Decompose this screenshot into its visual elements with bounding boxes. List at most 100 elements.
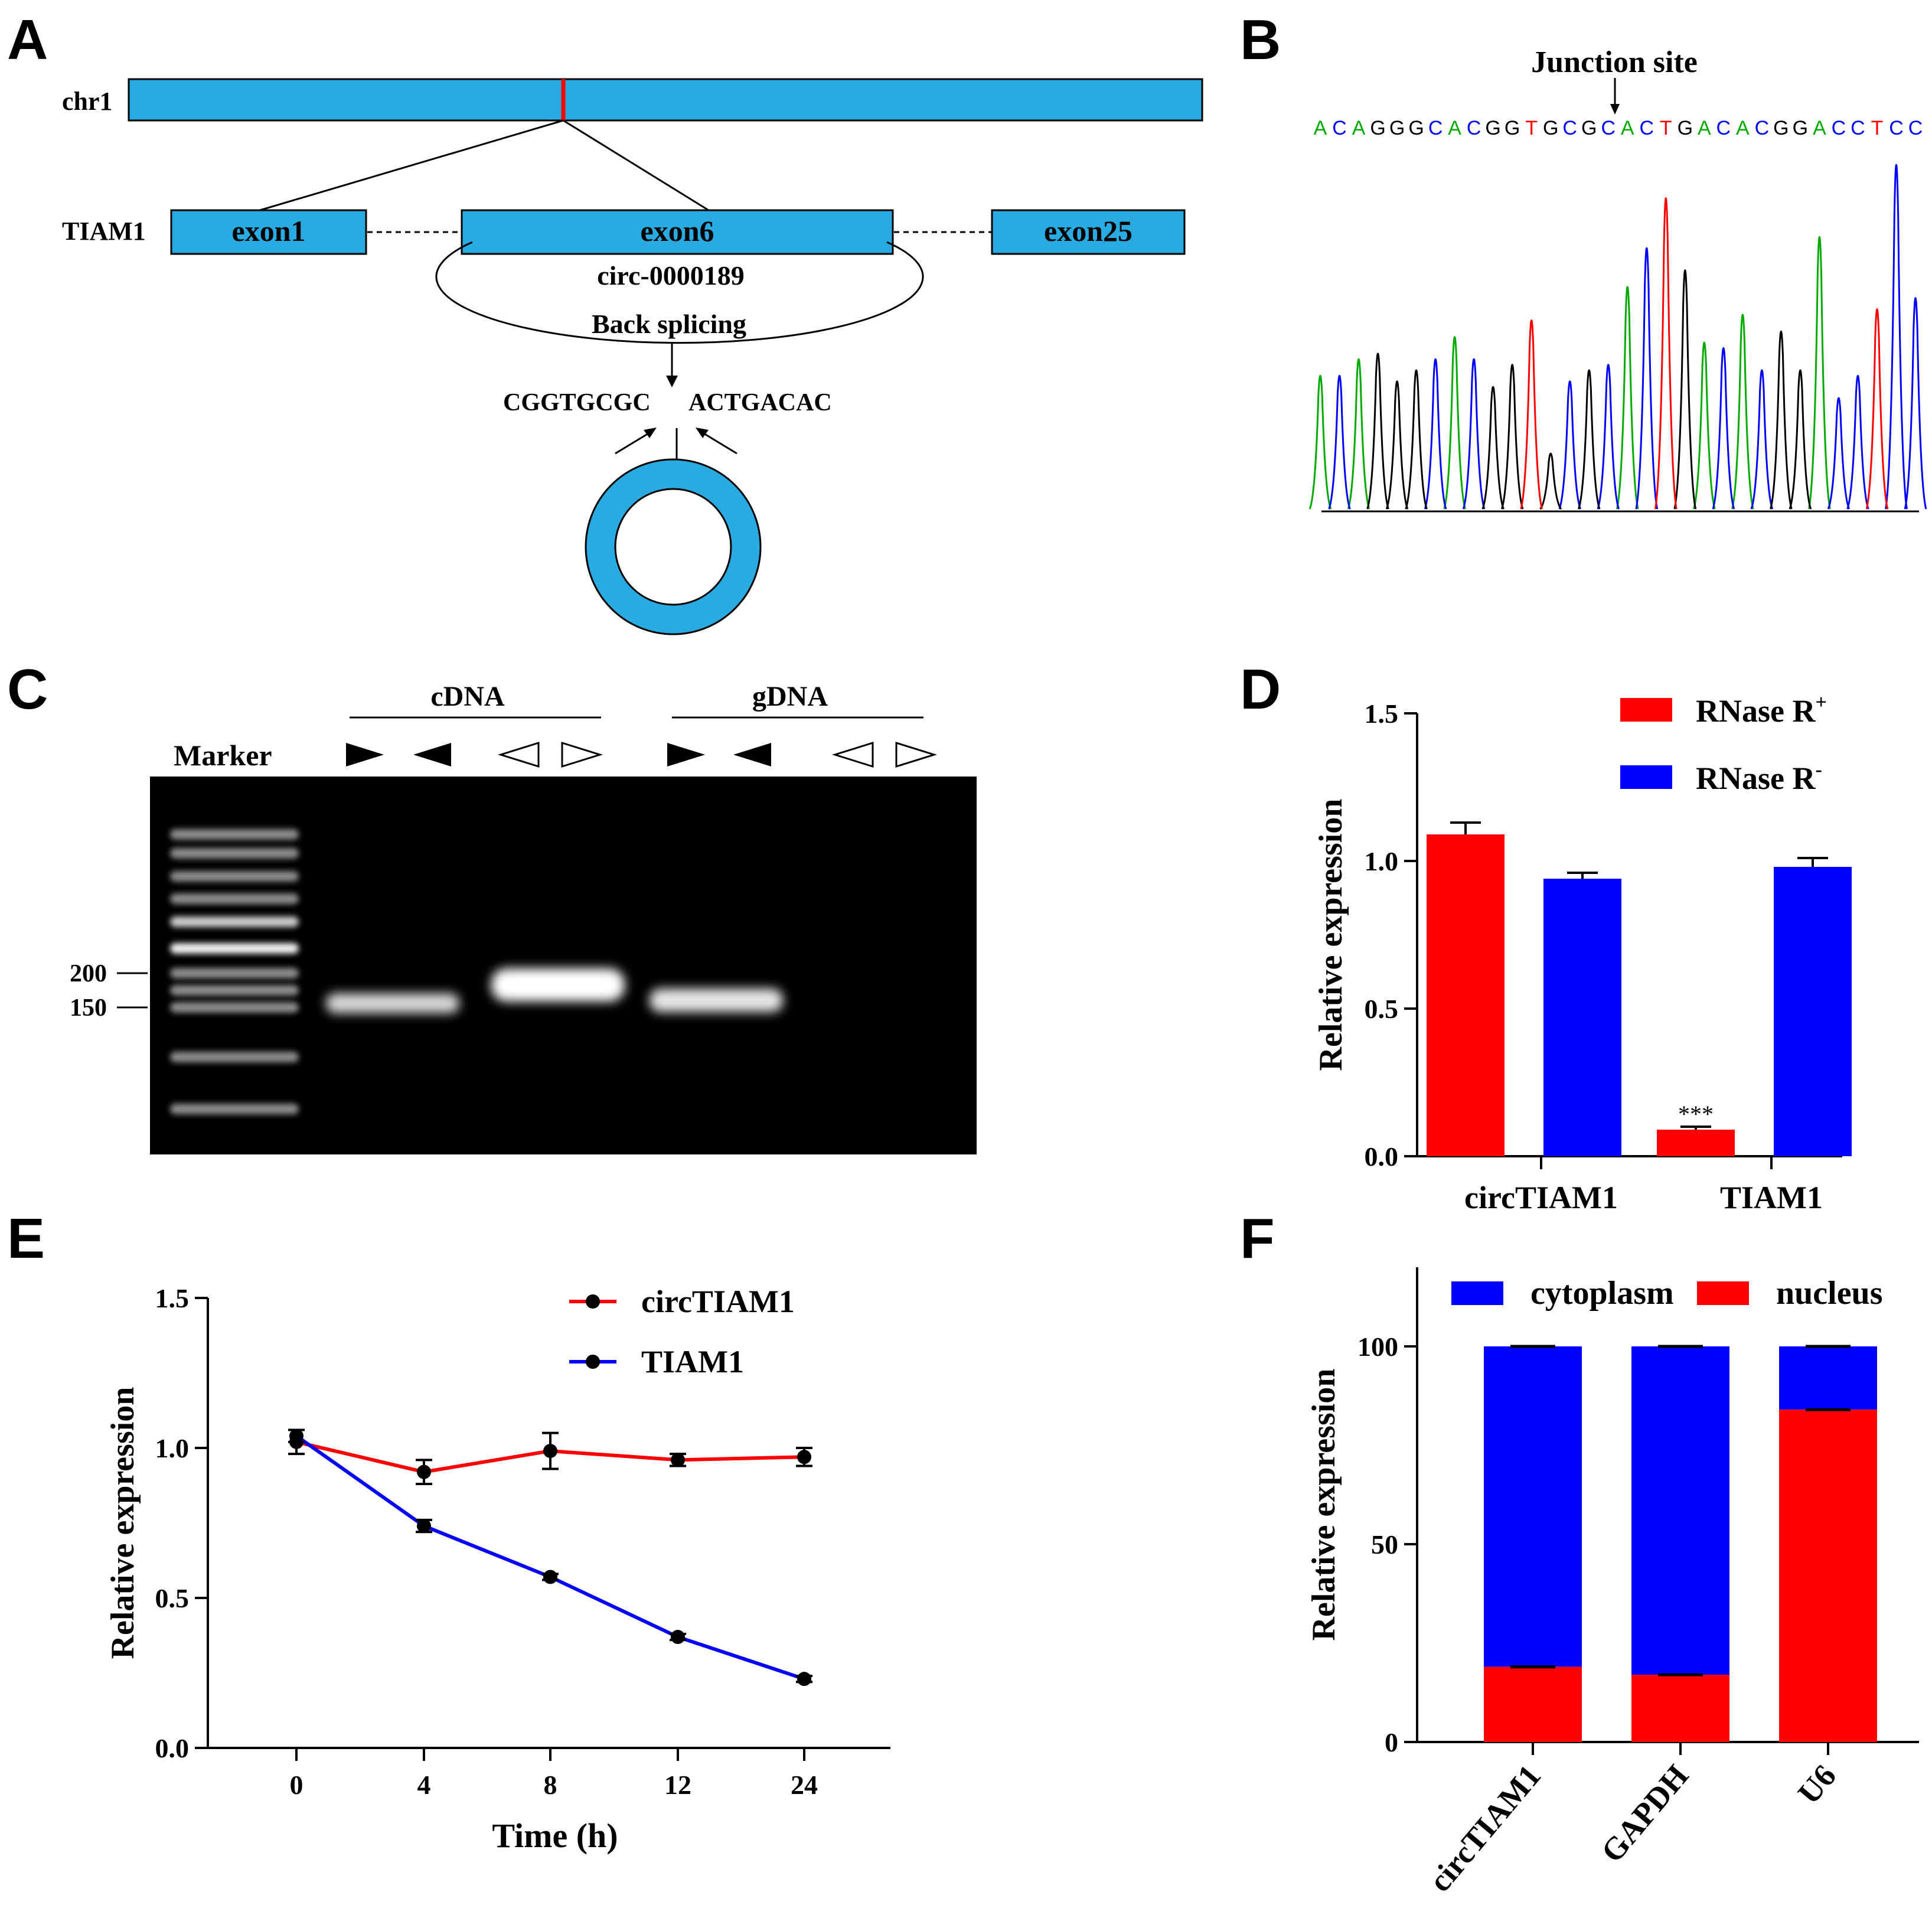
bar-cytoplasm [1631,1346,1729,1675]
seq-base: A [1698,117,1711,139]
exon1-box [170,209,367,255]
divergent-primer-left-gdna [831,741,874,768]
marker-label: Marker [174,739,272,772]
seq-right: ACTGACAC [688,389,832,416]
arrow-left-head [644,428,657,438]
trace-T [1520,197,1889,510]
trace-C [1328,164,1927,510]
y-tick-label: 1.5 [155,1283,190,1313]
seq-base: C [1428,117,1443,139]
data-point [543,1570,557,1584]
trace-A [1308,236,1831,510]
data-point [671,1630,685,1645]
legend-marker [586,1294,600,1309]
data-point [417,1519,431,1534]
chart-d: 0.0 0.5 1.0 1.5 Relative expression circTIAM1… [1313,691,1852,1215]
legend-label: nucleus [1776,1275,1883,1312]
ladder-band [170,871,299,882]
size-150-label: 150 [70,994,107,1022]
y-axis-label: Relative expression [105,1387,141,1659]
splice-arrow-head [666,376,678,387]
panel-letter-b: B [1240,8,1281,71]
seq-base: T [1660,117,1672,139]
zoom-line-left [259,119,564,211]
chart-e: 0.0 0.5 1.0 1.5 Relative expression 0 4 8 12 24 Ti… [105,1283,890,1855]
bar [1774,867,1852,1156]
legend-label: RNase R+ [1696,691,1827,729]
y-axis-label: Relative expression [1313,799,1349,1071]
ladder-band [170,943,299,954]
legend-swatch [1451,1281,1503,1305]
seq-base: C [1832,117,1846,139]
legend-label: TIAM1 [641,1344,744,1379]
seq-base: C [1639,117,1654,139]
seq-base: A [1352,117,1366,139]
band-cdna-divergent [491,968,625,1002]
junction-site-title: Junction site [1531,45,1698,79]
seq-base: C [1467,117,1481,139]
band-cdna-convergent [326,993,459,1013]
legend-swatch [1620,698,1672,722]
bar [1543,879,1621,1156]
band-gdna-convergent [650,989,783,1012]
seq-base: T [1871,117,1884,139]
panel-letter-e: E [7,1207,45,1270]
y-tick-label: 0.0 [1365,1141,1399,1172]
x-axis-label: Time (h) [492,1816,618,1855]
seq-base: C [1601,117,1616,139]
exon1-label: exon1 [232,214,306,247]
y-tick-label: 0 [1385,1727,1398,1757]
x-tick-label: GAPDH [1594,1758,1695,1869]
seq-base: A [1736,117,1750,139]
panel-c-gel: cDNA gDNA Marker 200 150 [70,681,977,1154]
divergent-primer-right-cdna [561,741,603,768]
seq-base: G [1773,117,1789,139]
panel-letter-c: C [7,658,48,721]
legend-label: circTIAM1 [641,1284,795,1319]
bar-nucleus [1631,1675,1729,1742]
seq-base: C [1851,117,1865,139]
series-line [295,1434,805,1681]
circrna-ring [586,459,761,634]
chromosome-bar [128,78,1203,122]
legend-label: cytoplasm [1530,1275,1674,1312]
y-axis-label: Relative expression [1306,1369,1342,1641]
bar-nucleus [1484,1666,1582,1742]
x-tick-label: 12 [664,1770,691,1800]
divergent-primer-right-gdna [895,741,938,768]
y-tick-label: 0.5 [155,1583,190,1613]
seq-base: A [1621,117,1634,139]
seq-left: CGGTGCGC [503,389,651,416]
seq-base: G [1485,117,1500,139]
gene-label: TIAM1 [62,217,146,246]
circrna-ring-outline [585,458,762,635]
data-point [671,1453,685,1467]
seq-base: G [1581,117,1597,139]
ladder-band [170,1104,299,1114]
circ-label: circ-0000189 [597,260,745,291]
trace-group [1308,164,1927,510]
back-splice-ellipse [435,241,924,344]
y-tick-label: 0.0 [155,1733,190,1763]
exon6-label: exon6 [641,214,714,247]
data-point [417,1464,431,1479]
panel-letter-f: F [1240,1207,1275,1270]
data-point [543,1444,557,1459]
seq-base: C [1908,117,1923,139]
y-tick-label: 100 [1357,1332,1398,1362]
primer-reverse-cdna [413,743,451,766]
significance-annotation: *** [1678,1101,1714,1127]
x-tick-label: 24 [791,1770,818,1800]
gdna-label: gDNA [752,681,828,712]
legend-marker [586,1355,600,1369]
back-splicing-label: Back splicing [592,309,746,339]
legend-swatch [1697,1281,1749,1305]
seq-base: A [1813,117,1826,139]
legend-swatch [1620,765,1672,789]
divergent-primer-left-cdna [497,741,540,768]
legend-label: RNase R- [1696,759,1822,796]
ladder-band [170,1002,299,1013]
seq-base: C [1716,117,1731,139]
